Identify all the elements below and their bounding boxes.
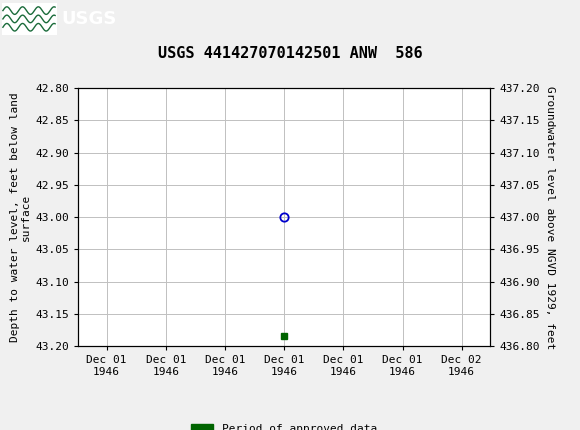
Y-axis label: Groundwater level above NGVD 1929, feet: Groundwater level above NGVD 1929, feet [545,86,555,349]
Legend: Period of approved data: Period of approved data [187,420,382,430]
Y-axis label: Depth to water level, feet below land
surface: Depth to water level, feet below land su… [10,92,31,342]
Text: USGS 441427070142501 ANW  586: USGS 441427070142501 ANW 586 [158,46,422,61]
Bar [2,3,57,35]
Text: USGS: USGS [61,10,116,28]
